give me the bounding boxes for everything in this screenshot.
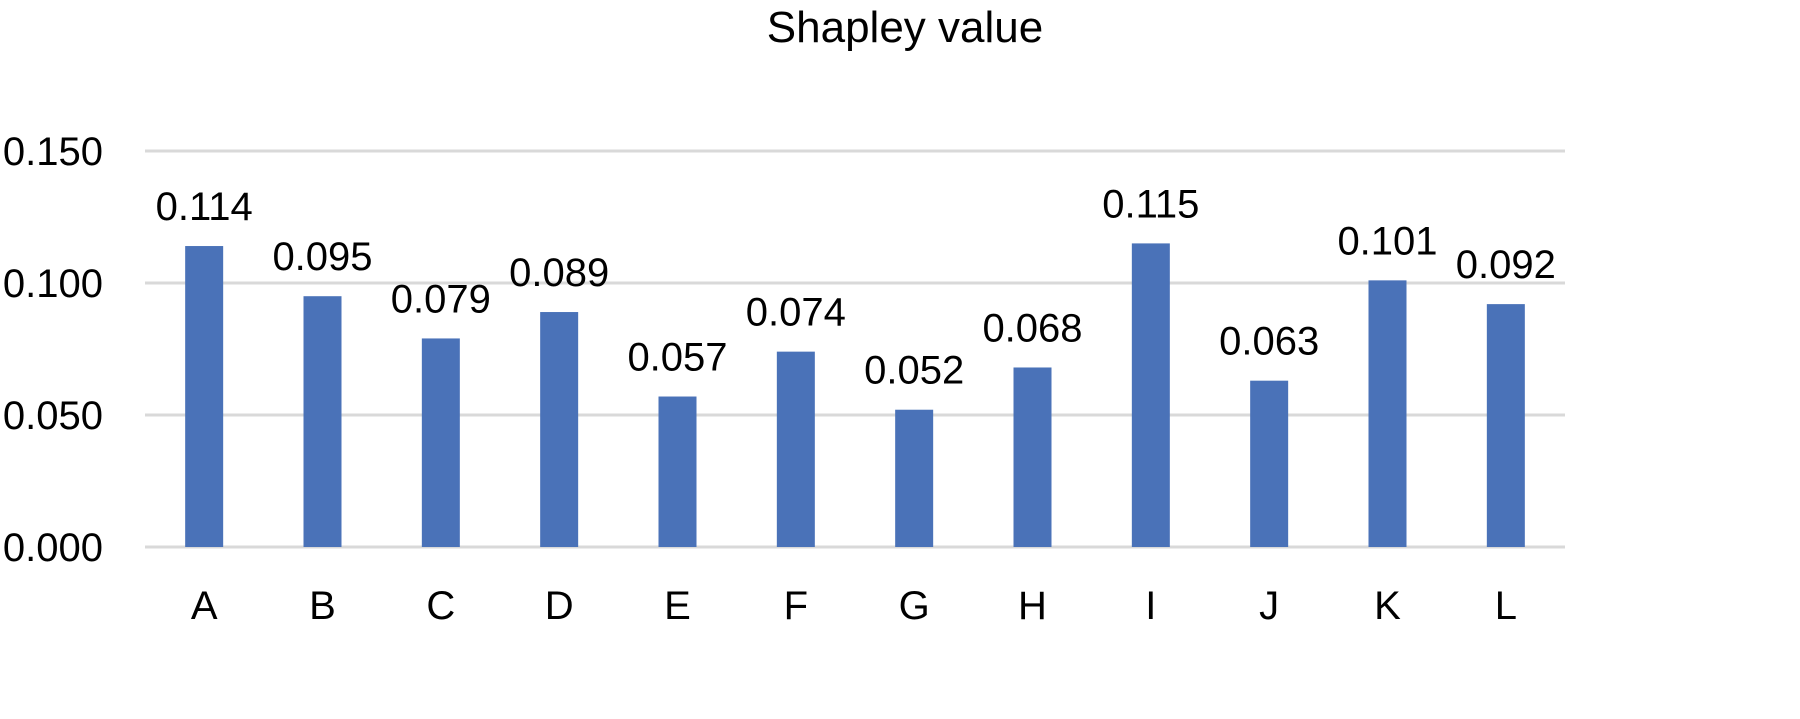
- y-tick-label: 0.100: [3, 262, 103, 306]
- bar-c: [421, 338, 460, 547]
- data-label-i: 0.115: [1102, 182, 1199, 226]
- data-label-c: 0.079: [391, 277, 491, 321]
- data-labels: 0.114 0.095 0.079 0.089 0.057 0.074 0.052 0.068…: [156, 182, 1556, 392]
- y-tick-label: 0.150: [3, 130, 103, 174]
- x-category-label: F: [784, 584, 808, 628]
- bars: [185, 243, 1525, 548]
- bar-d: [540, 312, 579, 547]
- x-category-label: A: [191, 584, 218, 628]
- x-category-label: L: [1495, 584, 1517, 628]
- x-category-label: H: [1018, 584, 1047, 628]
- x-category-label: G: [899, 584, 930, 628]
- y-tick-label: 0.000: [3, 526, 103, 570]
- y-tick-label: 0.050: [3, 394, 103, 438]
- data-label-j: 0.063: [1219, 320, 1319, 364]
- x-category-label: J: [1259, 584, 1279, 628]
- data-label-g: 0.052: [864, 349, 964, 393]
- bar-g: [895, 409, 934, 547]
- x-category-label: C: [426, 584, 455, 628]
- data-label-b: 0.095: [272, 235, 372, 279]
- data-label-k: 0.101: [1337, 219, 1437, 263]
- x-category-label: B: [309, 584, 336, 628]
- y-axis-tick-labels: 0.000 0.050 0.100 0.150: [3, 130, 103, 570]
- data-label-d: 0.089: [509, 251, 609, 295]
- x-category-label: E: [664, 584, 691, 628]
- x-axis-category-labels: A B C D E F G H I J K L: [191, 584, 1517, 628]
- x-category-label: D: [545, 584, 574, 628]
- gridlines: [145, 149, 1565, 549]
- data-label-a: 0.114: [156, 185, 253, 229]
- bar-l: [1486, 304, 1525, 547]
- bar-j: [1250, 380, 1289, 547]
- chart-title: Shapley value: [767, 3, 1043, 52]
- data-label-e: 0.057: [627, 336, 727, 380]
- data-label-h: 0.068: [982, 306, 1082, 350]
- data-label-f: 0.074: [746, 291, 846, 335]
- x-category-label: I: [1145, 584, 1156, 628]
- data-label-l: 0.092: [1456, 243, 1556, 287]
- bar-a: [185, 246, 224, 548]
- x-category-label: K: [1374, 584, 1401, 628]
- bar-i: [1131, 243, 1170, 547]
- bar-b: [303, 296, 342, 547]
- bar-f: [776, 351, 815, 547]
- bar-e: [658, 396, 697, 547]
- bar-h: [1013, 367, 1052, 547]
- bar-k: [1368, 280, 1407, 547]
